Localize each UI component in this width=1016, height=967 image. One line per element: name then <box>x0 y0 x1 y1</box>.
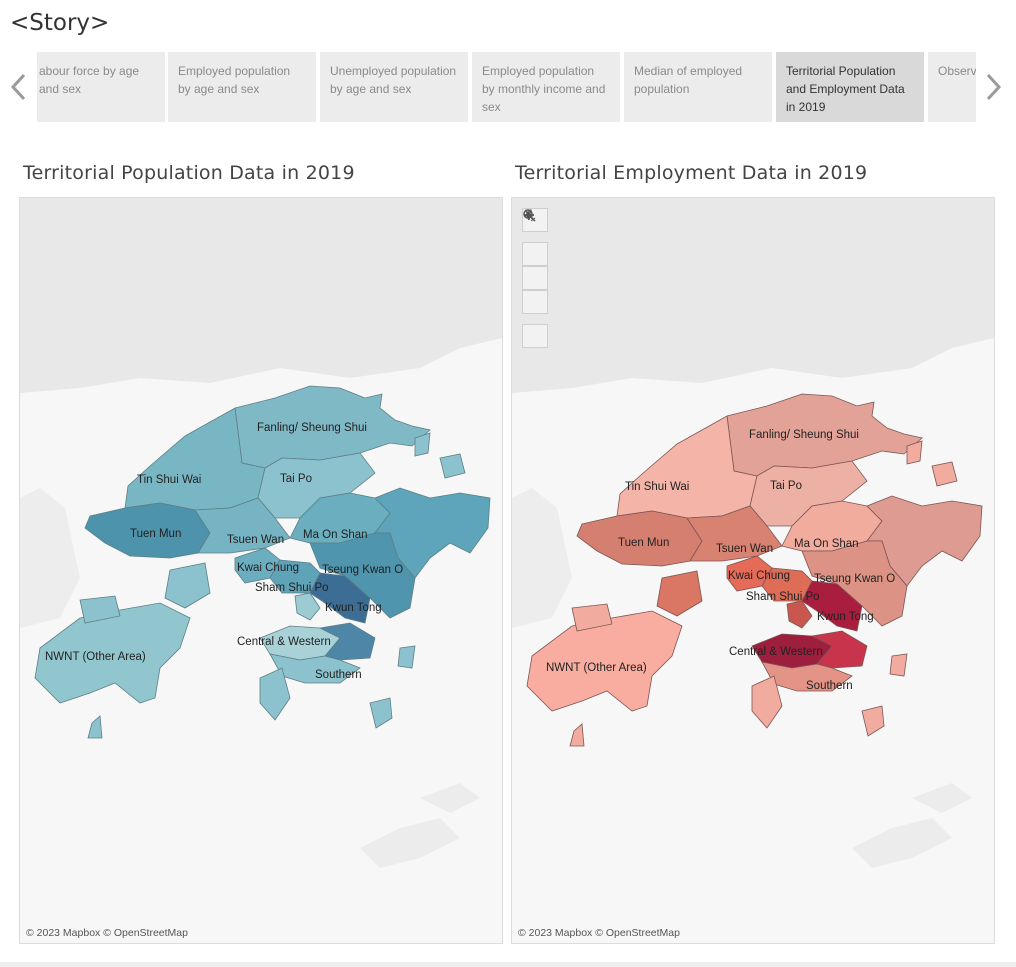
reset-pin-button[interactable] <box>522 209 548 314</box>
district-wan-chai-eastern[interactable] <box>810 630 868 669</box>
district-southern[interactable] <box>761 661 853 692</box>
story-point-employed-by-age-sex[interactable]: Employed population by age and sex <box>168 52 316 122</box>
bottom-divider <box>0 962 1016 967</box>
island-cheung-chau[interactable] <box>656 570 703 617</box>
district-kowloon-east[interactable] <box>786 600 813 629</box>
label-southern: Southern <box>315 669 362 681</box>
district-nwnt-other-area[interactable] <box>526 610 683 712</box>
label-nwnt-other-area: NWNT (Other Area) <box>45 651 146 663</box>
district-kowloon-east[interactable] <box>294 592 321 621</box>
story-title: <Story> <box>10 10 110 36</box>
island-tung-chung[interactable] <box>79 595 121 624</box>
district-tseung-kwan-o[interactable] <box>309 532 416 619</box>
island-background <box>852 818 952 868</box>
mainland-land <box>512 198 994 393</box>
next-point-arrow-icon[interactable] <box>982 70 1004 104</box>
label-tsuen-wan: Tsuen Wan <box>227 534 284 546</box>
island-small-3[interactable] <box>569 723 585 747</box>
label-kwun-tong: Kwun Tong <box>817 611 874 623</box>
story-point-label: Territorial Population and Employment Da… <box>786 64 905 114</box>
population-map-canvas[interactable]: Fanling/ Sheung Shui Tin Shui Wai Tai Po… <box>20 198 502 943</box>
district-tsuen-wan[interactable] <box>194 497 291 554</box>
expand-arrow-icon <box>527 211 532 219</box>
label-nwnt-other-area: NWNT (Other Area) <box>546 662 647 674</box>
label-ma-on-shan: Ma On Shan <box>794 538 859 550</box>
island-small-1[interactable] <box>369 697 393 729</box>
story-point-observations[interactable]: Observ... Geogra... <box>928 52 976 122</box>
map-attribution: © 2023 Mapbox © OpenStreetMap <box>26 927 188 939</box>
label-central-western: Central & Western <box>729 646 823 658</box>
district-tsuen-wan[interactable] <box>686 505 783 562</box>
label-tin-shui-wai: Tin Shui Wai <box>137 474 201 486</box>
island-small-4[interactable] <box>906 440 923 465</box>
mainland-land <box>20 198 502 393</box>
employment-map[interactable]: Fanling/ Sheung Shui Tin Shui Wai Tai Po… <box>511 197 995 944</box>
island-small-4[interactable] <box>414 432 431 457</box>
district-southern[interactable] <box>269 653 361 684</box>
island-small-3[interactable] <box>87 715 103 739</box>
label-kwai-chung: Kwai Chung <box>728 570 790 582</box>
population-sheet-title: Territorial Population Data in 2019 <box>23 162 355 184</box>
label-sham-shui-po: Sham Shui Po <box>746 591 820 603</box>
label-tai-po: Tai Po <box>280 473 312 485</box>
district-kwun-tong[interactable] <box>309 572 371 624</box>
story-navigator: abour force by age and sex Employed popu… <box>37 52 976 122</box>
previous-point-arrow-icon[interactable] <box>8 70 30 104</box>
island-small-2[interactable] <box>889 653 908 677</box>
island-background <box>420 783 480 813</box>
label-tai-po: Tai Po <box>770 480 802 492</box>
district-kwun-tong[interactable] <box>801 580 863 632</box>
island-small-2[interactable] <box>397 645 416 669</box>
lantau-background <box>512 488 572 628</box>
island-tung-chung[interactable] <box>571 603 613 632</box>
district-tseung-kwan-o[interactable] <box>801 540 908 627</box>
island-lamma[interactable] <box>259 667 291 721</box>
label-kwun-tong: Kwun Tong <box>325 602 382 614</box>
map-attribution: © 2023 Mapbox © OpenStreetMap <box>518 927 680 939</box>
island-small-1[interactable] <box>861 705 885 737</box>
lantau-background <box>20 488 80 628</box>
label-fanling-sheung-shui: Fanling/ Sheung Shui <box>257 422 367 434</box>
island-background <box>360 818 460 868</box>
label-tuen-mun: Tuen Mun <box>130 528 181 540</box>
island-lamma[interactable] <box>751 675 783 729</box>
island-small-5[interactable] <box>439 453 466 479</box>
zoom-in-button[interactable] <box>522 210 548 266</box>
label-tin-shui-wai: Tin Shui Wai <box>625 481 689 493</box>
story-point-territorial-data[interactable]: Territorial Population and Employment Da… <box>776 52 924 122</box>
story-point-label: Employed population by age and sex <box>178 64 291 96</box>
label-tseung-kwan-o: Tseung Kwan O <box>322 564 403 576</box>
district-nwnt-other-area[interactable] <box>34 602 191 704</box>
label-tsuen-wan: Tsuen Wan <box>716 543 773 555</box>
label-southern: Southern <box>806 680 853 692</box>
label-tuen-mun: Tuen Mun <box>618 537 669 549</box>
story-point-labour-force[interactable]: abour force by age and sex <box>37 52 165 122</box>
story-point-label: Employed population by monthly income an… <box>482 64 606 114</box>
story-point-median-employed[interactable]: Median of employed population <box>624 52 772 122</box>
map-toolbar <box>522 208 548 348</box>
label-sham-shui-po: Sham Shui Po <box>255 582 329 594</box>
story-point-label: Observ... Geogra... <box>938 64 976 78</box>
zoom-out-button[interactable] <box>522 214 548 290</box>
story-point-label: Unemployed population by age and sex <box>330 64 457 96</box>
population-map[interactable]: Fanling/ Sheung Shui Tin Shui Wai Tai Po… <box>19 197 503 944</box>
expand-toolbar-button[interactable] <box>522 211 548 348</box>
story-point-label: abour force by age and sex <box>39 64 140 96</box>
story-point-label: Median of employed population <box>634 64 743 96</box>
island-cheung-chau[interactable] <box>164 562 211 609</box>
district-wan-chai-eastern[interactable] <box>318 622 376 661</box>
employment-sheet-title: Territorial Employment Data in 2019 <box>515 162 868 184</box>
island-background <box>912 783 972 813</box>
story-point-unemployed-by-age-sex[interactable]: Unemployed population by age and sex <box>320 52 468 122</box>
label-kwai-chung: Kwai Chung <box>237 562 299 574</box>
story-point-employed-by-income[interactable]: Employed population by monthly income an… <box>472 52 620 122</box>
label-ma-on-shan: Ma On Shan <box>303 529 368 541</box>
employment-map-canvas[interactable]: Fanling/ Sheung Shui Tin Shui Wai Tai Po… <box>512 198 994 943</box>
label-tseung-kwan-o: Tseung Kwan O <box>814 573 895 585</box>
label-central-western: Central & Western <box>237 636 331 648</box>
map-search-button[interactable] <box>522 208 548 232</box>
label-fanling-sheung-shui: Fanling/ Sheung Shui <box>749 429 859 441</box>
island-small-5[interactable] <box>931 461 958 487</box>
